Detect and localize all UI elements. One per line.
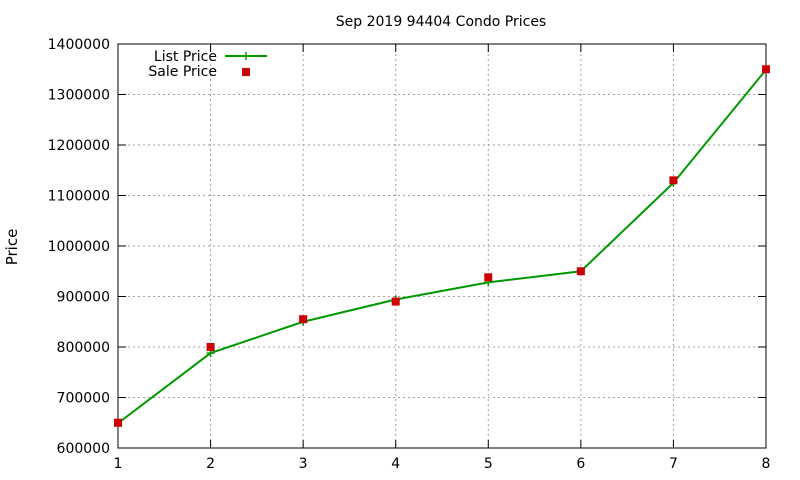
sale-price-point — [484, 273, 493, 282]
y-tick-label: 1000000 — [48, 239, 110, 255]
sale-price-point — [576, 267, 585, 276]
x-tick-label: 4 — [391, 456, 400, 472]
series-layer — [114, 65, 770, 428]
sale-price-point — [669, 176, 678, 185]
x-tick-label: 6 — [576, 456, 585, 472]
x-tick-label: 5 — [484, 456, 493, 472]
sale-price-point — [762, 65, 770, 74]
sale-price-point — [206, 343, 215, 351]
y-tick-label: 1300000 — [48, 88, 110, 104]
x-tick-label: 8 — [762, 456, 771, 472]
legend-label-sale-price: Sale Price — [148, 64, 217, 80]
legend-marker-sale-price — [242, 68, 250, 76]
x-tick-label: 3 — [299, 456, 308, 472]
sale-price-point — [114, 418, 122, 427]
list-price-line — [117, 69, 767, 425]
y-tick-label: 700000 — [57, 391, 110, 407]
grid-lines — [118, 44, 766, 448]
y-tick-label: 600000 — [57, 441, 110, 457]
axis-ticks: 6000007000008000009000001000000110000012… — [48, 37, 771, 472]
sale-price-point — [391, 297, 400, 306]
y-axis-label: Price — [3, 229, 21, 266]
sale-price-point — [299, 315, 308, 324]
x-tick-label: 1 — [114, 456, 123, 472]
legend-label-list-price: List Price — [154, 49, 217, 65]
x-tick-label: 7 — [669, 456, 678, 472]
y-tick-label: 1400000 — [48, 37, 110, 53]
chart-title: Sep 2019 94404 Condo Prices — [336, 14, 546, 30]
y-tick-label: 800000 — [57, 340, 110, 356]
y-tick-label: 1200000 — [48, 138, 110, 154]
y-tick-label: 1100000 — [48, 189, 110, 205]
y-tick-label: 900000 — [57, 290, 110, 306]
x-tick-label: 2 — [206, 456, 215, 472]
